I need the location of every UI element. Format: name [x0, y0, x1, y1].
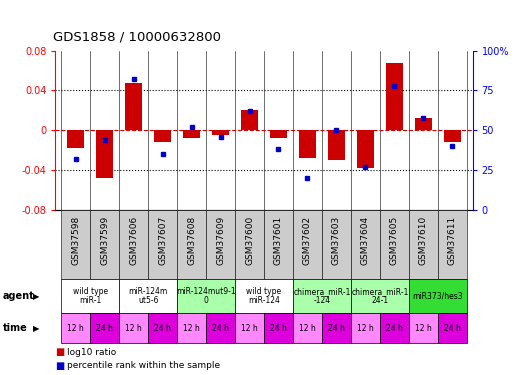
Text: agent: agent: [3, 291, 34, 301]
Text: wild type: wild type: [247, 287, 281, 296]
Text: GSM37610: GSM37610: [419, 216, 428, 265]
Text: 24 h: 24 h: [386, 324, 403, 333]
Text: GSM37611: GSM37611: [448, 216, 457, 265]
Bar: [322, 210, 351, 279]
Text: GSM37600: GSM37600: [245, 216, 254, 265]
Bar: [183, 130, 200, 138]
Bar: [357, 130, 374, 168]
Text: GSM37604: GSM37604: [361, 216, 370, 265]
Text: ■: ■: [55, 348, 65, 357]
Text: time: time: [3, 323, 27, 333]
Text: chimera_miR-1: chimera_miR-1: [293, 287, 351, 296]
Text: 12 h: 12 h: [299, 324, 316, 333]
Text: 24-1: 24-1: [371, 296, 389, 305]
Text: 12 h: 12 h: [357, 324, 374, 333]
Bar: [299, 130, 316, 158]
Bar: [380, 210, 409, 279]
Bar: [293, 210, 322, 279]
Text: 24 h: 24 h: [96, 324, 113, 333]
Text: 12 h: 12 h: [68, 324, 84, 333]
Text: miR-1: miR-1: [79, 296, 101, 305]
Bar: [264, 210, 293, 279]
Text: 12 h: 12 h: [415, 324, 432, 333]
Text: GSM37599: GSM37599: [100, 216, 109, 265]
Bar: [90, 210, 119, 279]
Text: GSM37608: GSM37608: [187, 216, 196, 265]
Bar: [414, 118, 432, 130]
Bar: [148, 210, 177, 279]
Text: wild type: wild type: [73, 287, 108, 296]
Text: ut5-6: ut5-6: [138, 296, 158, 305]
Bar: [206, 210, 235, 279]
Text: GSM37607: GSM37607: [158, 216, 167, 265]
Text: GSM37598: GSM37598: [71, 216, 80, 265]
Bar: [444, 130, 461, 142]
Bar: [328, 130, 345, 160]
Text: GSM37609: GSM37609: [216, 216, 225, 265]
Text: miR-124mut9-1: miR-124mut9-1: [176, 287, 236, 296]
Text: ▶: ▶: [33, 324, 39, 333]
Text: 12 h: 12 h: [183, 324, 200, 333]
Text: 24 h: 24 h: [212, 324, 229, 333]
Text: miR-124: miR-124: [248, 296, 280, 305]
Text: 0: 0: [204, 296, 209, 305]
Text: ■: ■: [55, 361, 65, 370]
Bar: [67, 130, 84, 148]
Text: -124: -124: [314, 296, 331, 305]
Bar: [270, 130, 287, 138]
Text: chimera_miR-1: chimera_miR-1: [351, 287, 409, 296]
Bar: [154, 130, 171, 142]
Text: 24 h: 24 h: [444, 324, 461, 333]
Bar: [235, 210, 264, 279]
Bar: [351, 210, 380, 279]
Bar: [177, 210, 206, 279]
Bar: [438, 210, 467, 279]
Bar: [125, 82, 143, 130]
Text: GDS1858 / 10000632800: GDS1858 / 10000632800: [53, 30, 221, 43]
Bar: [385, 63, 403, 130]
Text: 24 h: 24 h: [328, 324, 345, 333]
Text: miR-124m: miR-124m: [128, 287, 168, 296]
Text: ▶: ▶: [33, 292, 39, 301]
Text: percentile rank within the sample: percentile rank within the sample: [67, 361, 220, 370]
Bar: [96, 130, 114, 178]
Text: GSM37606: GSM37606: [129, 216, 138, 265]
Text: GSM37605: GSM37605: [390, 216, 399, 265]
Text: GSM37602: GSM37602: [303, 216, 312, 265]
Text: 12 h: 12 h: [125, 324, 142, 333]
Text: GSM37601: GSM37601: [274, 216, 283, 265]
Text: 24 h: 24 h: [270, 324, 287, 333]
Bar: [409, 210, 438, 279]
Text: log10 ratio: log10 ratio: [67, 348, 116, 357]
Text: miR373/hes3: miR373/hes3: [412, 292, 463, 301]
Text: 24 h: 24 h: [154, 324, 171, 333]
Bar: [212, 130, 229, 135]
Bar: [119, 210, 148, 279]
Bar: [241, 110, 258, 130]
Text: GSM37603: GSM37603: [332, 216, 341, 265]
Text: 12 h: 12 h: [241, 324, 258, 333]
Bar: [61, 210, 90, 279]
